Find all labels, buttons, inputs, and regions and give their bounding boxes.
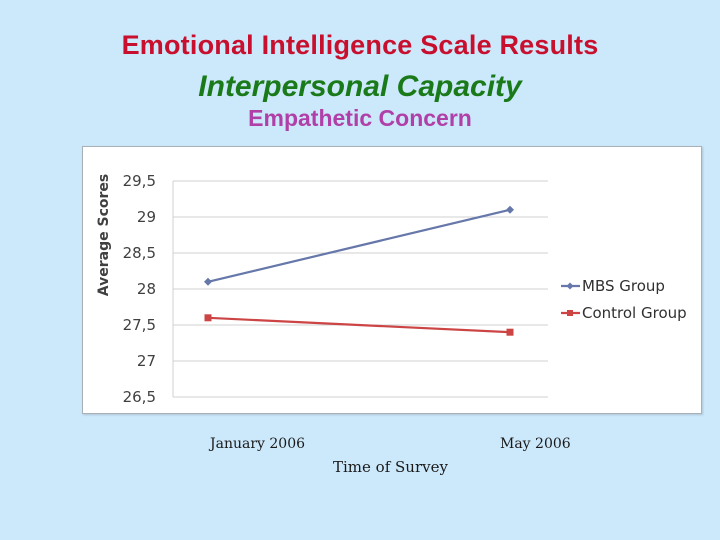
x-category-label-1: May 2006 xyxy=(500,436,571,452)
data-point-marker xyxy=(506,328,514,336)
y-tick-label: 29 xyxy=(137,208,156,226)
legend-marker xyxy=(567,310,573,316)
data-point-marker xyxy=(204,314,212,322)
y-tick-label: 29,5 xyxy=(123,172,156,190)
slide-subtitle: Interpersonal Capacity xyxy=(198,70,522,103)
x-category-label-0: January 2006 xyxy=(210,436,306,452)
line-chart: 26,5 27 27,5 28 28,5 29 29,5 Average Scores MB… xyxy=(96,172,687,406)
legend-marker xyxy=(566,282,574,290)
y-tick-label: 27 xyxy=(137,352,156,370)
y-tick-label: 26,5 xyxy=(123,388,156,406)
series-line-1 xyxy=(207,316,511,334)
legend-label: MBS Group xyxy=(582,277,665,295)
y-axis-ticks: 26,5 27 27,5 28 28,5 29 29,5 xyxy=(123,172,156,406)
series-line-0 xyxy=(207,208,511,283)
slide-title: Emotional Intelligence Scale Results xyxy=(121,30,599,60)
data-point-marker xyxy=(204,277,212,286)
legend-label: Control Group xyxy=(582,304,687,322)
slide-subheading: Empathetic Concern xyxy=(248,105,472,131)
y-tick-label: 28,5 xyxy=(123,244,156,262)
series-layer xyxy=(204,205,514,336)
y-tick-label: 28 xyxy=(137,280,156,298)
y-tick-label: 27,5 xyxy=(123,316,156,334)
y-axis-title: Average Scores xyxy=(96,174,112,296)
data-point-marker xyxy=(506,205,514,214)
x-axis-title: Time of Survey xyxy=(333,458,448,476)
legend: MBS Group Control Group xyxy=(561,277,687,322)
chart-area: 26,5 27 27,5 28 28,5 29 29,5 Average Scores MB… xyxy=(82,146,702,414)
